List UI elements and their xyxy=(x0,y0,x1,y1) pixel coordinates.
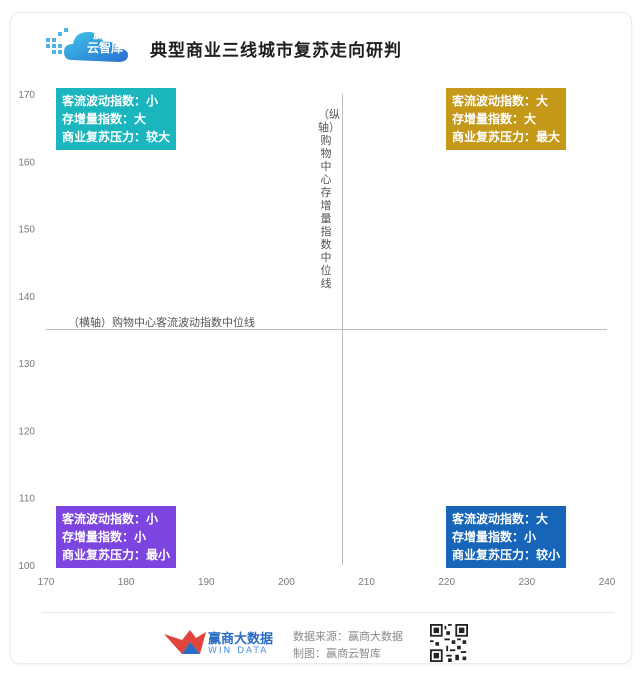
x-median-label: （横轴）购物中心客流波动指数中位线 xyxy=(68,316,255,329)
x-tick-label: 190 xyxy=(198,577,215,588)
chart-maker: 制图：赢商云智库 xyxy=(293,647,381,660)
cloud-logo-icon xyxy=(46,28,128,62)
y-tick-label: 130 xyxy=(18,359,35,370)
y-tick-label: 120 xyxy=(18,426,35,437)
quadrant-line: 存增量指数：大 xyxy=(452,112,537,126)
chart-title: 典型商业三线城市复苏走向研判 xyxy=(150,41,402,61)
quadrant-line: 存增量指数：大 xyxy=(62,112,147,126)
brand-subtitle: WIN DATA xyxy=(208,646,269,656)
x-tick-label: 220 xyxy=(438,577,455,588)
y-tick-label: 150 xyxy=(18,225,35,236)
x-tick-label: 230 xyxy=(519,577,536,588)
brand-name: 赢商大数据 xyxy=(208,632,274,647)
source-block: 数据来源：赢商大数据 制图：赢商云智库 xyxy=(293,628,403,662)
x-tick-label: 200 xyxy=(278,577,295,588)
quadrant-line: 商业复苏压力：较大 xyxy=(62,130,171,144)
footer-divider xyxy=(42,612,614,613)
quadrant-bottom-left: 客流波动指数：小 存增量指数：小 商业复苏压力：最小 xyxy=(56,506,177,568)
quadrant-top-left: 客流波动指数：小 存增量指数：大 商业复苏压力：较大 xyxy=(56,88,177,150)
quadrant-line: 存增量指数：小 xyxy=(452,530,537,544)
data-source: 数据来源：赢商大数据 xyxy=(293,630,403,643)
x-tick-label: 210 xyxy=(358,577,375,588)
windata-bird-icon xyxy=(164,630,206,654)
quadrant-line: 商业复苏压力：最大 xyxy=(452,130,561,144)
x-tick-labels: 170 180 190 200 210 220 230 240 xyxy=(38,577,616,588)
x-tick-label: 180 xyxy=(118,577,135,588)
y-tick-label: 170 xyxy=(18,90,35,101)
y-tick-labels: 100 110 120 130 140 150 160 170 xyxy=(18,90,35,572)
quadrant-line: 商业复苏压力：最小 xyxy=(62,548,171,562)
quadrant-top-right: 客流波动指数：大 存增量指数：大 商业复苏压力：最大 xyxy=(446,88,567,150)
y-tick-label: 140 xyxy=(18,292,35,303)
quadrant-line: 存增量指数：小 xyxy=(62,530,147,544)
y-median-label: （纵轴）购物中心存增量指数中位线 xyxy=(318,108,340,290)
quadrant-line: 客流波动指数：大 xyxy=(452,94,549,108)
y-tick-label: 100 xyxy=(18,561,35,572)
x-tick-label: 240 xyxy=(599,577,616,588)
quadrant-line: 客流波动指数：大 xyxy=(452,512,549,526)
x-tick-label: 170 xyxy=(38,577,55,588)
y-tick-label: 110 xyxy=(19,494,35,505)
quadrant-bottom-right: 客流波动指数：大 存增量指数：小 商业复苏压力：较小 xyxy=(446,506,567,568)
quadrant-line: 客流波动指数：小 xyxy=(62,512,159,526)
logo-text: 赢商 云智库 xyxy=(86,27,123,55)
quadrant-line: 商业复苏压力：较小 xyxy=(452,548,561,562)
y-tick-label: 160 xyxy=(18,157,35,168)
quadrant-line: 客流波动指数：小 xyxy=(62,94,159,108)
qr-code-icon[interactable] xyxy=(430,624,468,662)
